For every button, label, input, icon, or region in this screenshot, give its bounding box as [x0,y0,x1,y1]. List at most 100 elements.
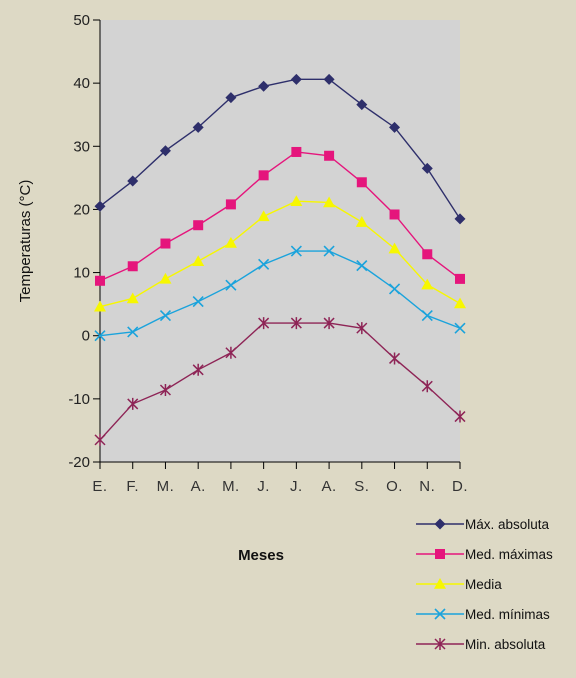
data-point [127,397,139,410]
legend-item: Media [416,577,502,592]
data-point [258,80,270,92]
data-point [355,216,368,227]
data-point [421,309,433,322]
legend-marker [434,578,446,589]
data-point [388,242,401,254]
data-point [454,297,466,309]
data-point [422,249,433,260]
data-point [193,220,204,231]
data-point [323,73,335,85]
data-point [258,258,270,270]
data-point [192,296,204,308]
data-point [324,150,335,161]
data-point [356,260,368,272]
data-point [290,317,302,330]
series-1 [94,73,466,225]
data-point [127,175,139,187]
legend-item: Med. mínimas [416,607,550,622]
data-point [225,92,237,104]
legend-label: Med. máximas [465,547,553,562]
series-line [99,78,461,220]
legend-item: Máx. absoluta [416,517,550,532]
data-point [323,245,335,257]
x-tick-label: J. [290,478,303,495]
x-tick-label: N. [419,478,435,495]
legend-label: Min. absoluta [465,637,546,652]
data-point [290,73,302,85]
data-point [192,255,205,267]
data-point [159,384,171,397]
x-tick-label: E. [92,478,107,495]
legend-marker [434,518,446,530]
y-tick-label: -20 [68,454,90,471]
legend-marker [434,638,446,650]
data-point [94,330,106,342]
data-point [94,433,106,446]
data-point [454,322,466,334]
data-point [388,283,401,295]
data-point [389,352,401,365]
data-point [258,317,270,330]
y-tick-label: 10 [73,265,90,282]
data-point [421,278,434,290]
legend-marker [434,608,446,620]
data-point [421,162,433,174]
x-axis: E. F. M. A. M. J. J. A. S. O. N. D. [92,461,468,495]
legend-label: Media [465,577,502,592]
series-4 [94,245,466,342]
x-tick-label: S. [354,478,369,495]
data-point [290,245,302,257]
data-point [192,363,204,376]
y-tick-label: 30 [73,138,90,155]
y-tick-label: 40 [73,75,90,92]
data-point [225,346,237,359]
y-axis: -20 -10 0 10 20 30 40 50 [68,12,101,471]
series-line [99,200,461,308]
plot-area [100,20,460,462]
data-point [454,410,466,423]
legend-label: Med. mínimas [465,607,550,622]
legend-item: Min. absoluta [416,637,546,652]
data-point [421,380,433,393]
data-point [192,121,204,133]
series-layer [94,73,466,446]
data-point [94,300,106,312]
data-point [159,309,172,322]
series-3 [94,195,466,312]
data-point [95,275,105,286]
legend-item: Med. máximas [416,547,553,562]
x-tick-label: A. [191,478,206,495]
data-point [225,199,236,210]
data-point [159,145,171,157]
data-point [290,195,303,207]
data-point [224,236,237,248]
y-tick-label: -10 [68,391,90,408]
legend-label: Máx. absoluta [465,517,550,532]
x-tick-label: M. [222,478,240,495]
legend-marker [435,549,445,559]
data-point [291,146,302,157]
data-point [356,322,368,335]
series-line [99,322,461,441]
x-tick-label: M. [157,478,175,495]
data-point [356,99,368,111]
series-2 [95,146,465,286]
legend: Máx. absoluta Med. máximas Media Med. mínim… [416,517,553,652]
data-point [356,177,367,188]
data-point [160,238,171,249]
x-tick-label: A. [321,478,336,495]
data-point [454,213,466,225]
data-point [323,196,336,208]
y-tick-label: 50 [73,12,90,29]
x-tick-label: O. [386,478,403,495]
data-point [323,317,335,330]
y-tick-label: 20 [73,201,90,218]
data-point [127,326,139,338]
data-point [258,170,269,181]
data-point [389,209,400,220]
y-tick-label: 0 [82,328,90,345]
x-axis-title: Meses [238,547,284,564]
data-point [257,210,270,222]
x-tick-label: F. [126,478,139,495]
